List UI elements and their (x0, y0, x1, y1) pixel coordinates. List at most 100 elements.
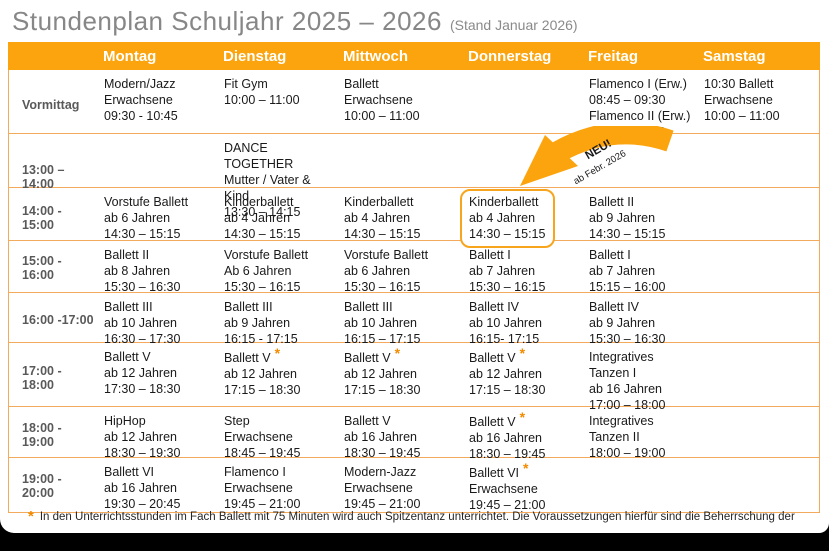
cell-line: ab 4 Jahren (469, 211, 536, 225)
cell-line: 14:30 – 15:15 (104, 227, 181, 241)
cell-line: 10:00 – 11:00 (224, 93, 300, 107)
cell-line: 15:30 – 16:15 (224, 280, 301, 294)
schedule-table: Montag Dienstag Mittwoch Donnerstag Freitag S… (8, 42, 820, 513)
schedule-cell: Ballett VI ab 16 Jahren 19:30 – 20:45 (96, 458, 216, 513)
cell-line: ab 12 Jahren (469, 367, 542, 381)
time-slot-label: Vormittag (22, 98, 80, 112)
cell-line: Kinderballett (224, 195, 294, 209)
cell-line: 18:30 – 19:45 (344, 446, 421, 460)
schedule-cell (696, 188, 821, 248)
schedule-cell: Modern-Jazz Erwachsene 19:45 – 21:00 (336, 458, 461, 513)
cell-line: Ballett V * (224, 345, 281, 365)
schedule-cell: Ballett V * ab 16 Jahren 18:30 – 19:45 (461, 407, 581, 462)
schedule-cell: Kinderballett ab 4 Jahren 14:30 – 15:15 (460, 188, 581, 248)
cell-line: 19:45 – 21:00 (344, 497, 421, 511)
cell-line: 15:30 – 16:30 (104, 280, 181, 294)
cell-line: 17:00 – 18:00 (589, 398, 666, 412)
footnote-star: * (28, 508, 34, 525)
time-slot-label: 15:00 - 16:00 (22, 254, 62, 282)
cell-line: Ballett II (104, 248, 150, 262)
cell-line: HipHop (104, 414, 146, 428)
arrow-head-icon (520, 135, 578, 186)
pointe-class-star-icon: * (274, 345, 281, 361)
cell-line: 15:30 – 16:30 (589, 332, 666, 346)
cell-line: Integratives (589, 350, 654, 364)
schedule-cell: Vorstufe Ballett ab 6 Jahren 15:30 – 16:15 (336, 241, 461, 295)
cell-line: 13:30 – 14:15 (224, 205, 301, 219)
page-title: Stundenplan Schuljahr 2025 – 2026 (12, 6, 442, 36)
schedule-cell (581, 458, 696, 513)
cell-line: Ballett V (104, 350, 151, 364)
cell-line: ab 7 Jahren (469, 264, 536, 278)
time-slot-label: 14:00 - 15:00 (22, 204, 62, 232)
cell-line: 18:45 – 19:45 (224, 446, 301, 460)
cell-line: Ballett I (469, 248, 511, 262)
cell-line: Erwachsene (704, 93, 773, 107)
schedule-cell (696, 407, 821, 462)
schedule-cell: Modern/Jazz Erwachsene 09:30 - 10:45 (96, 70, 216, 140)
cell-line: Ballett IV (589, 300, 640, 314)
cell-line: 14:30 – 15:15 (469, 227, 546, 241)
schedule-cell: 10:30 Ballett Erwachsene 10:00 – 11:00 (696, 70, 821, 140)
table-body: Vormittag Modern/Jazz Erwachsene 09:30 - 10… (8, 70, 820, 513)
cell-line: 16:15 - 17:15 (224, 332, 298, 346)
cell-line: ab 10 Jahren (104, 316, 177, 330)
cell-line: 19:45 – 21:00 (224, 497, 301, 511)
cell-line: Ballett VI * (469, 460, 529, 480)
cell-line: Erwachsene (469, 482, 538, 496)
cell-line: ab 16 Jahren (344, 430, 417, 444)
cell-line: 16:15- 17:15 (469, 332, 540, 346)
cell-line: Tanzen II (589, 430, 640, 444)
cell-line: DANCE TOGETHER (224, 141, 294, 171)
schedule-cell: Vorstufe Ballett ab 6 Jahren 14:30 – 15:15 (96, 188, 216, 248)
schedule-cell: Ballett V * ab 12 Jahren 17:15 – 18:30 (336, 343, 461, 413)
table-row: 16:00 -17:00 Ballett III ab 10 Jahren 16:30… (9, 292, 819, 346)
cell-line: 15:15 – 16:00 (589, 280, 666, 294)
table-row: 14:00 - 15:00 Vorstufe Ballett ab 6 Jahren… (9, 187, 819, 248)
schedule-cell: Ballett V * ab 12 Jahren 17:15 – 18:30 (461, 343, 581, 413)
cell-line: Step (224, 414, 250, 428)
cell-line: Fit Gym (224, 77, 268, 91)
schedule-cell: Integratives Tanzen I ab 16 Jahren 17:00 – … (581, 343, 696, 413)
cell-line: 08:45 – 09:30 (589, 93, 666, 107)
cell-line: Integratives (589, 414, 654, 428)
pointe-class-star-icon: * (519, 409, 526, 425)
schedule-cell: Ballett II ab 9 Jahren 14:30 – 15:15 (581, 188, 696, 248)
cell-line: ab 10 Jahren (469, 316, 542, 330)
cell-line: ab 8 Jahren (104, 264, 171, 278)
schedule-cell: Ballett V ab 16 Jahren 18:30 – 19:45 (336, 407, 461, 462)
cell-line: Vorstufe Ballett (344, 248, 429, 262)
cell-line: Tanzen I (589, 366, 637, 380)
cell-line: ab 12 Jahren (224, 367, 297, 381)
highlighted-cell-outline: Kinderballett ab 4 Jahren 14:30 – 15:15 (460, 189, 556, 248)
cell-line: Ballett IV (469, 300, 520, 314)
day-header-samstag: Samstag (703, 47, 766, 65)
schedule-cell: Ballett III ab 10 Jahren 16:30 – 17:30 (96, 293, 216, 347)
schedule-cell (696, 293, 821, 347)
schedule-cell: Ballett V * ab 12 Jahren 17:15 – 18:30 (216, 343, 336, 413)
cell-line: 14:30 – 15:15 (589, 227, 666, 241)
footnote-text: In den Unterrichtsstunden im Fach Ballet… (39, 511, 795, 523)
cell-line: Flamenco II (Erw.) (589, 109, 691, 123)
cell-line: Ballett III (224, 300, 273, 314)
cell-line: Ballett V * (344, 345, 401, 365)
cell-line: 14:30 – 15:15 (344, 227, 421, 241)
day-header-freitag: Freitag (588, 47, 639, 65)
cell-line: 10:00 – 11:00 (344, 109, 420, 123)
cell-line: ab 10 Jahren (344, 316, 417, 330)
day-header-dienstag: Dienstag (223, 47, 287, 65)
cell-line: ab 12 Jahren (104, 430, 177, 444)
cell-line: Flamenco I (Erw.) (589, 77, 687, 91)
cell-line: 10:30 Ballett (704, 77, 774, 91)
cell-line: Erwachsene (344, 93, 413, 107)
time-slot-label: 19:00 - 20:00 (22, 471, 62, 500)
schedule-cell (696, 343, 821, 413)
cell-line: 17:30 – 18:30 (104, 382, 181, 396)
table-row: 13:00 – 14:00 DANCE TOGETHER Mutter / Vate… (9, 133, 819, 219)
title-bar: Stundenplan Schuljahr 2025 – 2026 (Stand … (12, 6, 578, 37)
cell-line: Modern/Jazz (104, 77, 176, 91)
schedule-cell: Ballett Erwachsene 10:00 – 11:00 (336, 70, 461, 140)
arrow-tail (550, 126, 674, 163)
schedule-cell: Kinderballett ab 4 Jahren 14:30 – 15:15 (216, 188, 336, 248)
schedule-cell: Ballett I ab 7 Jahren 15:15 – 16:00 (581, 241, 696, 295)
